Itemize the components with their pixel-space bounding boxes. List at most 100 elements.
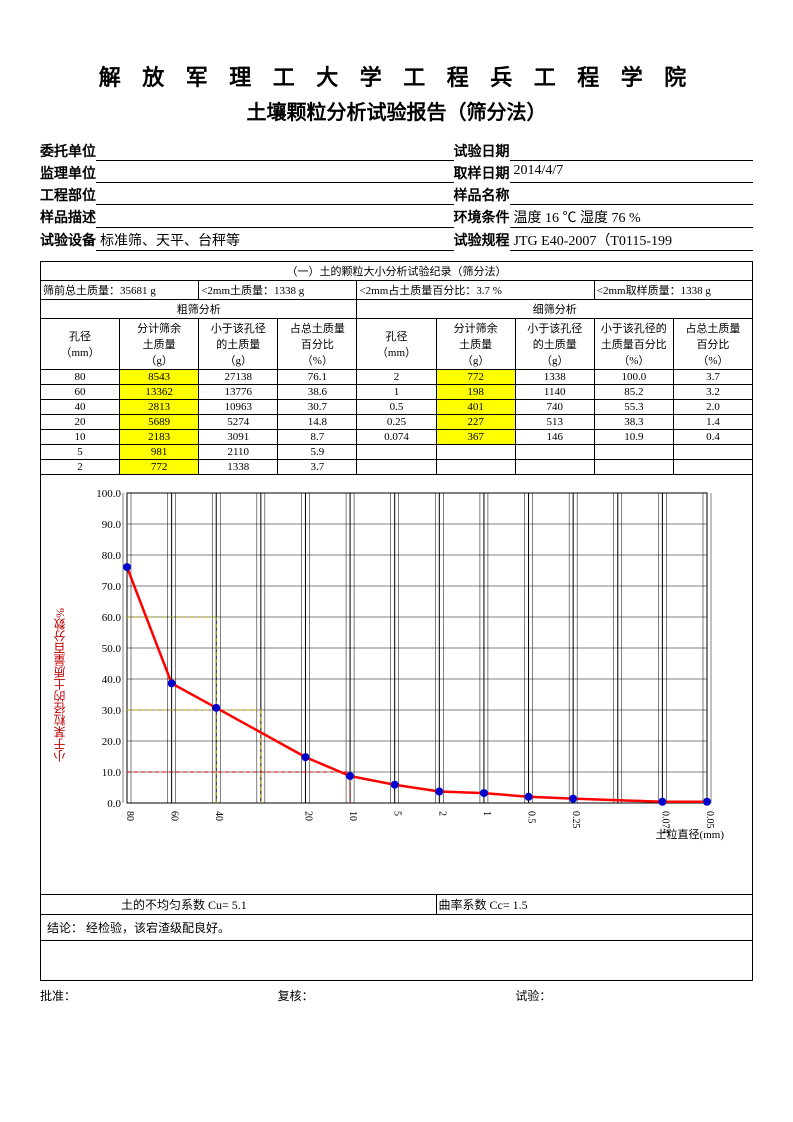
- fine-cell: 1338: [515, 370, 594, 385]
- fine-cell: 227: [436, 415, 515, 430]
- coarse-cell: 5689: [120, 415, 199, 430]
- supervisor-label: 监理单位: [40, 163, 96, 183]
- fine-cell: [673, 445, 752, 460]
- project-value: [96, 185, 454, 205]
- svg-text:0.25: 0.25: [570, 811, 581, 829]
- coarse-cell: 2: [41, 460, 120, 475]
- env-label: 环境条件: [454, 207, 510, 228]
- sample-desc-label: 样品描述: [40, 207, 96, 228]
- svg-text:70.0: 70.0: [101, 581, 121, 593]
- svg-text:50.0: 50.0: [101, 643, 121, 655]
- fine-cell: [594, 445, 673, 460]
- sample-name-label: 样品名称: [454, 185, 510, 205]
- svg-text:80.0: 80.0: [101, 550, 121, 562]
- header-f2: 分计筛余 土质量 （g）: [436, 319, 515, 370]
- fine-cell: 3.2: [673, 385, 752, 400]
- coarse-cell: 13776: [199, 385, 278, 400]
- coarse-cell: 30.7: [278, 400, 357, 415]
- fine-cell: [673, 460, 752, 475]
- sig-approve: 批准：: [40, 987, 278, 1004]
- equip-value: 标准筛、天平、台秤等: [96, 230, 454, 251]
- fine-cell: [515, 445, 594, 460]
- coarse-cell: 2110: [199, 445, 278, 460]
- coarse-cell: 20: [41, 415, 120, 430]
- fine-cell: 10.9: [594, 430, 673, 445]
- coarse-label: 粗筛分析: [41, 300, 357, 319]
- coarse-cell: 8543: [120, 370, 199, 385]
- header-f3: 小于该孔径 的土质量 （g）: [515, 319, 594, 370]
- fine-cell: [357, 445, 436, 460]
- topbar-v3: 3.7 %: [476, 285, 502, 297]
- cc-label: 曲率系数 Cc= 1.5: [436, 895, 752, 915]
- supervisor-value: [96, 163, 454, 183]
- fine-cell: 0.4: [673, 430, 752, 445]
- fine-cell: 146: [515, 430, 594, 445]
- fine-cell: 367: [436, 430, 515, 445]
- coarse-cell: 981: [120, 445, 199, 460]
- client-label: 委托单位: [40, 141, 96, 161]
- env-value: 温度 16 ℃ 湿度 76 %: [510, 207, 753, 228]
- coarse-cell: 5274: [199, 415, 278, 430]
- svg-text:10: 10: [347, 811, 358, 821]
- sig-test: 试验：: [515, 987, 753, 1004]
- svg-text:60: 60: [168, 811, 179, 821]
- conclusion-text: 经检验，该宕渣级配良好。: [86, 921, 230, 935]
- title-line-2: 土壤颗粒分析试验报告（筛分法）: [40, 96, 753, 125]
- info-block: 委托单位 试验日期 监理单位 取样日期2014/4/7 工程部位 样品名称 样品…: [40, 141, 753, 251]
- svg-text:0.5: 0.5: [525, 811, 536, 824]
- fine-cell: 1.4: [673, 415, 752, 430]
- fine-cell: 772: [436, 370, 515, 385]
- svg-text:40: 40: [213, 811, 224, 821]
- topbar-l1: 筛前总土质量：: [43, 285, 120, 297]
- svg-text:40.0: 40.0: [101, 674, 121, 686]
- equip-label: 试验设备: [40, 230, 96, 251]
- header-c4: 占总土质量 百分比 （%）: [278, 319, 357, 370]
- fine-cell: 740: [515, 400, 594, 415]
- fine-cell: 38.3: [594, 415, 673, 430]
- coarse-cell: 2183: [120, 430, 199, 445]
- coarse-cell: 80: [41, 370, 120, 385]
- coarse-cell: 772: [120, 460, 199, 475]
- fine-label: 细筛分析: [357, 300, 753, 319]
- fine-cell: 1: [357, 385, 436, 400]
- svg-text:90.0: 90.0: [101, 519, 121, 531]
- sig-review: 复核：: [278, 987, 516, 1004]
- spec-value: JTG E40-2007（T0115-199: [510, 230, 753, 251]
- fine-cell: 85.2: [594, 385, 673, 400]
- coarse-cell: 38.6: [278, 385, 357, 400]
- header-c1: 孔径 （mm）: [41, 319, 120, 370]
- header-c3: 小于该孔径 的土质量 （g）: [199, 319, 278, 370]
- fine-cell: 0.074: [357, 430, 436, 445]
- topbar-l3: <2mm占土质量百分比：: [359, 285, 476, 297]
- coarse-cell: 60: [41, 385, 120, 400]
- header-f1: 孔径 （mm）: [357, 319, 436, 370]
- svg-text:1: 1: [480, 811, 491, 816]
- sample-name-value: [510, 185, 753, 205]
- svg-text:30.0: 30.0: [101, 705, 121, 717]
- conclusion-label: 结论：: [47, 921, 83, 935]
- fine-cell: [436, 445, 515, 460]
- svg-text:2: 2: [436, 811, 447, 816]
- fine-cell: [357, 460, 436, 475]
- coarse-cell: 5.9: [278, 445, 357, 460]
- svg-text:20.0: 20.0: [101, 736, 121, 748]
- coarse-cell: 27138: [199, 370, 278, 385]
- coarse-cell: 14.8: [278, 415, 357, 430]
- section-title: （一）土的颗粒大小分析试验纪录（筛分法）: [41, 262, 753, 281]
- report-page: 解 放 军 理 工 大 学 工 程 兵 工 程 学 院 土壤颗粒分析试验报告（筛…: [0, 0, 793, 1044]
- fine-cell: 198: [436, 385, 515, 400]
- y-axis-title: 小于某粒径的土质量百分数%: [51, 608, 68, 762]
- svg-text:5: 5: [391, 811, 402, 816]
- sample-date-value: 2014/4/7: [510, 163, 753, 183]
- topbar-v1: 35681 g: [120, 285, 156, 297]
- fine-cell: 55.3: [594, 400, 673, 415]
- fine-cell: 2.0: [673, 400, 752, 415]
- fine-cell: 513: [515, 415, 594, 430]
- data-table: （一）土的颗粒大小分析试验纪录（筛分法） 筛前总土质量：35681 g <2mm…: [40, 261, 753, 981]
- fine-cell: [436, 460, 515, 475]
- sample-date-label: 取样日期: [454, 163, 510, 183]
- fine-cell: 100.0: [594, 370, 673, 385]
- svg-text:20: 20: [302, 811, 313, 821]
- chart-svg: 0.010.020.030.040.050.060.070.080.090.01…: [57, 483, 737, 843]
- fine-cell: [594, 460, 673, 475]
